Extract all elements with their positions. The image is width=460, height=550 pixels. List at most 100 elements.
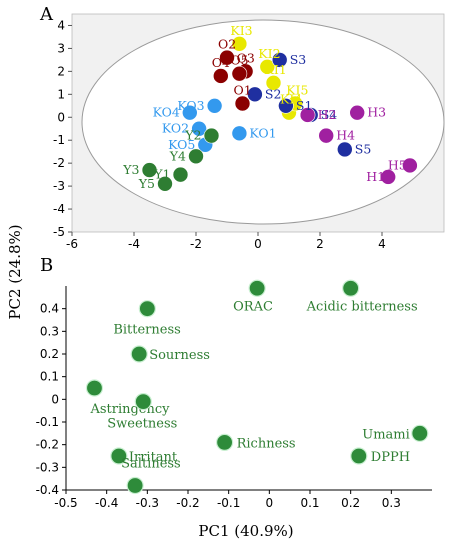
loading-point-sweetness xyxy=(134,393,152,411)
y-tick-label: -0.3 xyxy=(36,460,59,474)
y-tick-label: -2 xyxy=(53,156,65,170)
score-point-label: KO1 xyxy=(249,125,276,140)
loading-point-umami xyxy=(411,424,429,442)
y-tick-label: -1 xyxy=(53,133,65,147)
x-tick-label: -0.1 xyxy=(217,496,240,510)
x-tick-label: -0.5 xyxy=(54,496,77,510)
score-point-label: Y2 xyxy=(184,128,201,143)
x-tick-label: 0 xyxy=(266,496,274,510)
score-point-label: S1 xyxy=(296,98,313,113)
score-point-h3 xyxy=(349,104,366,121)
loading-plot-panel: -0.5 -0.4 -0.3 -0.2 -0.1 0 0.1 0.2 0.3-0.4-0.3-0… xyxy=(36,255,432,510)
score-point-label: KI1 xyxy=(265,62,287,77)
score-point-s5 xyxy=(336,141,353,158)
score-point-label: KI2 xyxy=(258,46,280,61)
x-tick-label: -0.3 xyxy=(136,496,159,510)
confidence-ellipse xyxy=(81,19,445,225)
score-point-label: O4 xyxy=(212,55,230,70)
score-point-y1 xyxy=(172,166,189,183)
x-tick-label: -0.4 xyxy=(95,496,118,510)
x-tick-label: 4 xyxy=(378,237,386,251)
y-tick-label: -0.2 xyxy=(36,438,59,452)
score-point-label: O1 xyxy=(234,82,252,97)
loading-point-label: Bitterness xyxy=(113,323,180,338)
score-point-label: KI5 xyxy=(286,82,308,97)
y-tick-label: 3 xyxy=(57,41,65,55)
loading-point-acidic-bitterness xyxy=(342,279,360,297)
loading-point-label: ORAC xyxy=(233,299,273,314)
x-tick-label: 0.1 xyxy=(300,496,319,510)
score-point-ki1 xyxy=(265,75,282,91)
score-point-ko1 xyxy=(231,125,248,142)
loading-point-label: Acidic bitterness xyxy=(306,299,418,314)
score-point-label: Y4 xyxy=(169,148,186,163)
score-point-label: KO5 xyxy=(168,137,195,152)
score-point-label: O2 xyxy=(218,37,236,52)
score-point-y2 xyxy=(203,127,220,144)
loading-point-label: Irritant xyxy=(129,450,178,465)
y-tick-label: -5 xyxy=(53,225,65,239)
y-tick-label: 0.3 xyxy=(40,324,59,338)
x-tick-label: -0.2 xyxy=(176,496,199,510)
x-tick-label: 0.3 xyxy=(382,496,401,510)
loading-plot-axes: -0.5 -0.4 -0.3 -0.2 -0.1 0 0.1 0.2 0.3-0.4-0.3-0… xyxy=(36,286,432,510)
score-point-h4 xyxy=(318,127,335,144)
score-point-label: KO3 xyxy=(177,98,204,113)
y-tick-label: 1 xyxy=(57,87,65,101)
score-point-label: H3 xyxy=(367,105,386,120)
y-tick-label: 0.4 xyxy=(40,302,59,316)
loading-point-label: Sweetness xyxy=(107,417,177,432)
loading-point-irritant xyxy=(110,447,128,465)
score-point-label: H2 xyxy=(318,107,337,122)
y-axis-title: PC2 (24.8%) xyxy=(6,224,24,319)
score-point-label: Y3 xyxy=(122,162,139,177)
score-plot-axes: -6 -4 -2 0 2 4 -5 -4 -3 -2 -1 0 1 2 3 4 xyxy=(53,18,386,251)
loading-point-bitterness xyxy=(138,300,156,318)
score-point-label: S4 xyxy=(321,107,338,122)
score-point-o4 xyxy=(213,68,229,84)
y-tick-label: -0.4 xyxy=(36,483,59,497)
y-tick-label: -3 xyxy=(53,179,65,193)
score-point-label: KO2 xyxy=(162,121,189,136)
score-point-ki3 xyxy=(231,36,248,52)
score-point-label: H4 xyxy=(336,128,355,143)
y-tick-label: 0 xyxy=(51,392,59,406)
loading-point-label: DPPH xyxy=(371,450,410,465)
score-point-s1 xyxy=(278,97,294,114)
score-point-label: Y1 xyxy=(153,167,170,182)
score-point-label: O3 xyxy=(237,50,255,65)
x-tick-label: 0 xyxy=(254,237,262,251)
loading-plot-points: ORAC Acidic bitterness Bitterness Sourness A… xyxy=(85,279,429,495)
score-point-label: O5 xyxy=(230,53,248,68)
score-point-label: S3 xyxy=(290,52,307,67)
score-point-ki2 xyxy=(259,58,276,75)
x-tick-label: -2 xyxy=(190,237,202,251)
loading-point-sourness xyxy=(130,345,148,363)
score-point-s3 xyxy=(271,52,288,68)
y-tick-label: 0.1 xyxy=(40,370,59,384)
x-tick-label: 2 xyxy=(316,237,324,251)
score-point-y3 xyxy=(141,162,158,178)
score-point-ko2 xyxy=(191,120,207,137)
panel-b-label: B xyxy=(40,255,53,276)
y-tick-label: 2 xyxy=(57,64,65,78)
loading-point-label: Umami xyxy=(362,427,410,442)
loading-point-orac xyxy=(248,279,266,297)
score-point-label: H1 xyxy=(366,169,385,184)
loading-point-dpph xyxy=(350,447,368,465)
y-tick-label: 4 xyxy=(57,18,65,32)
score-point-o2 xyxy=(219,49,235,66)
loading-point-label: Sourness xyxy=(149,348,210,363)
score-point-label: Y5 xyxy=(138,176,155,191)
loading-point-richness xyxy=(216,433,234,451)
y-tick-label: 0.2 xyxy=(40,347,59,361)
loading-point-label: Richness xyxy=(237,436,296,451)
panel-a-label: A xyxy=(39,4,54,25)
score-point-ko4 xyxy=(182,104,198,121)
score-point-o5 xyxy=(231,65,248,82)
score-point-ko3 xyxy=(206,97,223,114)
y-tick-label: -4 xyxy=(53,202,65,216)
score-point-label: S2 xyxy=(265,86,282,101)
